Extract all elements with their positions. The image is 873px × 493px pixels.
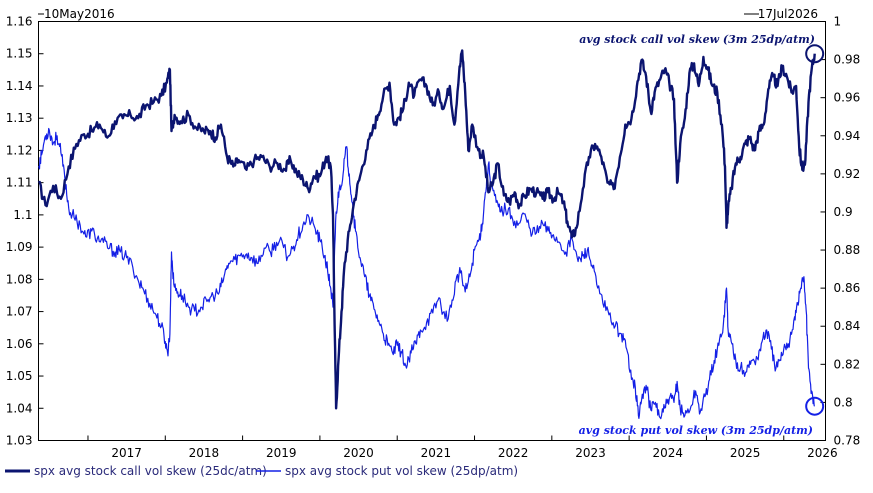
y-left-tick-label: 1.13: [6, 111, 33, 125]
y-left-tick-label: 1.03: [6, 434, 33, 448]
legend-label-call: spx avg stock call vol skew (25dc/atm): [34, 464, 267, 478]
y-left-tick-label: 1.15: [6, 47, 33, 61]
x-tick-label: 2024: [653, 446, 684, 460]
y-right-tick-label: 0.84: [834, 319, 861, 333]
x-tick-label: 2023: [575, 446, 606, 460]
put-annotation: avg stock put vol skew (3m 25dp/atm): [579, 424, 813, 437]
call-end-circle: [805, 44, 825, 64]
y-left-tick-label: 1.05: [6, 369, 33, 383]
y-right-tick-label: 0.82: [834, 357, 861, 371]
y-right-tick-label: 0.86: [834, 281, 861, 295]
y-axis-left: 1.03 1.04 1.05 1.06 1.07 1.08 1.09 1.1 1.11 1.12 1…: [6, 15, 44, 448]
x-tick-label: 2026: [807, 446, 838, 460]
y-left-tick-label: 1.08: [6, 272, 33, 286]
y-left-tick-label: 1.12: [6, 143, 33, 157]
end-date-label: 17Jul2026: [758, 7, 818, 21]
y-axis-right: 0.78 0.8 0.82 0.84 0.86 0.88 0.9 0.92 0.94 0.96 0.…: [820, 15, 861, 448]
legend-label-put: spx avg stock put vol skew (25dp/atm): [285, 464, 518, 478]
x-tick-label: 2019: [266, 446, 297, 460]
y-right-tick-label: 0.88: [834, 243, 861, 257]
legend: spx avg stock call vol skew (25dc/atm) s…: [5, 464, 518, 478]
series-call-line: [37, 49, 816, 410]
y-left-tick-label: 1.06: [6, 337, 33, 351]
series-put-line: [38, 127, 816, 420]
x-tick-label: 2022: [498, 446, 529, 460]
series-layer: [37, 49, 816, 420]
y-right-tick-label: 1: [834, 15, 842, 29]
y-right-tick-label: 0.9: [834, 205, 853, 219]
x-tick-label: 2018: [189, 446, 220, 460]
y-right-tick-label: 0.8: [834, 395, 853, 409]
y-right-tick-label: 0.96: [834, 91, 861, 105]
call-annotation: avg stock call vol skew (3m 25dp/atm): [579, 33, 815, 46]
y-right-tick-label: 0.98: [834, 53, 861, 67]
x-tick-label: 2021: [421, 446, 452, 460]
put-end-circle: [805, 396, 825, 416]
x-axis: 2017 2018 2019 2020 2021 2022 2023 2024 2025 2026: [87, 435, 838, 460]
y-left-tick-label: 1.07: [6, 305, 33, 319]
y-left-tick-label: 1.16: [6, 15, 33, 29]
y-left-tick-label: 1.14: [6, 79, 33, 93]
x-tick-label: 2020: [343, 446, 374, 460]
start-date-label: 10May2016: [44, 7, 115, 21]
x-tick-label: 2025: [730, 446, 761, 460]
y-left-tick-label: 1.1: [13, 208, 32, 222]
y-left-tick-label: 1.09: [6, 240, 33, 254]
y-left-tick-label: 1.11: [6, 176, 33, 190]
y-right-tick-label: 0.94: [834, 129, 861, 143]
plot-frame: [38, 21, 826, 441]
x-tick-label: 2017: [111, 446, 142, 460]
y-left-tick-label: 1.04: [6, 401, 33, 415]
y-right-tick-label: 0.78: [834, 434, 861, 448]
y-right-tick-label: 0.92: [834, 167, 861, 181]
